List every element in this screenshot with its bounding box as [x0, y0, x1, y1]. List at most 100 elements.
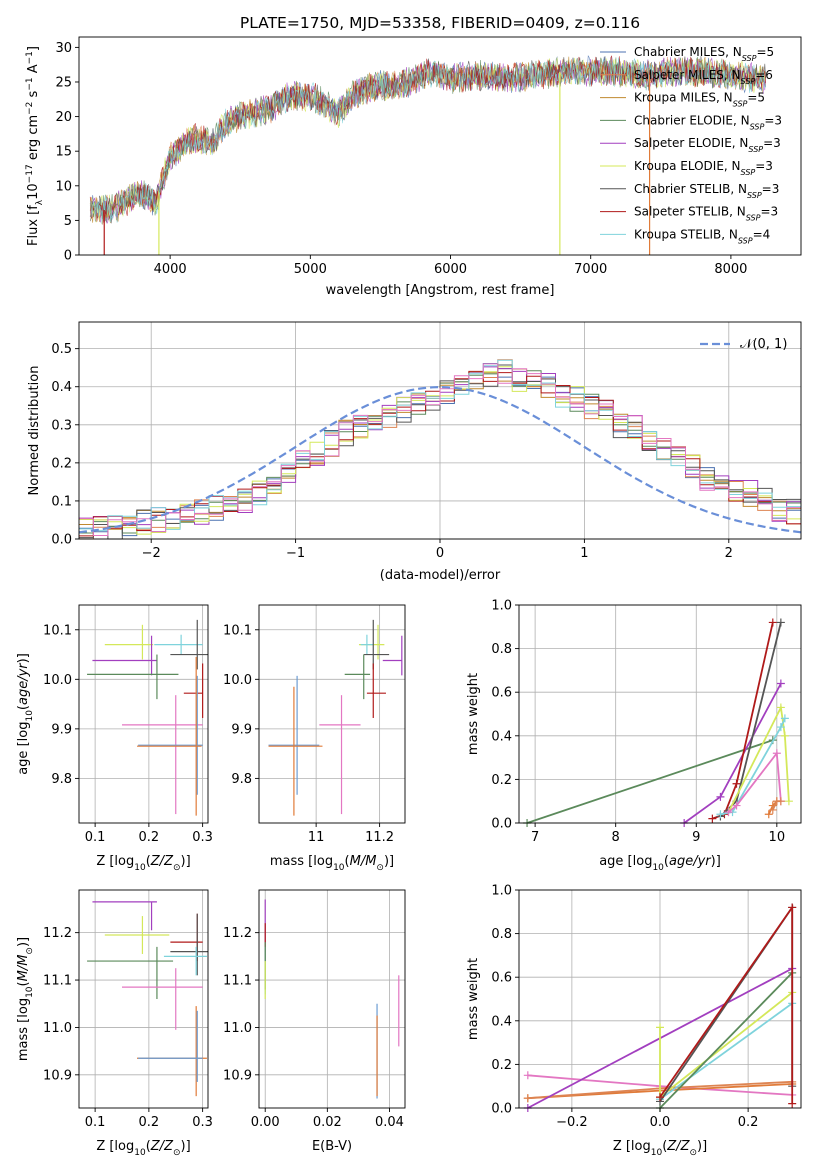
weight-marker — [716, 792, 725, 801]
y-tick-label: 30 — [55, 41, 72, 56]
x-tick-label: 9 — [692, 830, 700, 845]
histogram-step — [79, 363, 801, 536]
weight-marker — [708, 814, 717, 823]
weight-marker — [768, 618, 777, 627]
x-tick-label: 0.3 — [192, 830, 213, 845]
age-vs-mass-panel: 11 11.2 9.8 9.9 10.0 10.1 mass [log10(M/M⊙)] — [223, 604, 406, 873]
y-tick-label: 0.3 — [51, 418, 72, 433]
weight-marker — [776, 618, 785, 627]
x-tick-label: 8 — [612, 830, 620, 845]
mass-vs-metallicity-panel: 0.1 0.2 0.3 10.9 11.0 11.1 11.2 Z [log10(Z/Z⊙)]… — [16, 889, 213, 1158]
y-tick-label: 11.2 — [43, 926, 72, 941]
x-tick-label: 11 — [308, 830, 325, 845]
weight-marker — [656, 1023, 664, 1032]
axes-frame — [518, 604, 802, 824]
y-tick-label: 0.4 — [491, 729, 512, 744]
legend-label: Kroupa MILES, NSSP=5 — [634, 91, 765, 109]
x-tick-label: 8000 — [714, 262, 747, 277]
x-tick-label: 7 — [531, 830, 539, 845]
y-tick-label: 9.8 — [51, 772, 72, 787]
y-tick-label: 0.4 — [491, 1014, 512, 1029]
y-tick-label: 11.0 — [223, 1021, 252, 1036]
weight-marker — [780, 731, 789, 740]
y-tick-label: 10.0 — [43, 673, 72, 688]
weight-marker — [776, 797, 785, 806]
y-tick-label: 0.0 — [491, 1102, 512, 1117]
legend-label: Salpeter ELODIE, NSSP=3 — [634, 136, 781, 154]
x-tick-label: 2 — [725, 546, 733, 561]
axes-frame — [258, 604, 406, 824]
legend-label: Chabrier MILES, NSSP=5 — [634, 45, 774, 63]
x-tick-label: 0.02 — [313, 1115, 342, 1130]
x-axis-label: wavelength [Angstrom, rest frame] — [326, 283, 555, 298]
y-tick-label: 11.0 — [43, 1021, 72, 1036]
x-tick-label: 1 — [580, 546, 588, 561]
axes-frame — [258, 889, 406, 1109]
x-axis-label: Z [log10(Z/Z⊙)] — [96, 854, 190, 873]
y-tick-label: 11.1 — [223, 974, 252, 989]
x-axis-label: E(B-V) — [312, 1139, 352, 1154]
y-tick-label: 0.0 — [491, 817, 512, 832]
x-tick-label: 0.2 — [139, 830, 160, 845]
x-tick-label: 0.2 — [738, 1115, 759, 1130]
y-tick-label: 10.0 — [223, 673, 252, 688]
normal-curve — [78, 385, 802, 534]
weight-marker — [776, 723, 785, 732]
legend-label: Salpeter STELIB, NSSP=3 — [634, 205, 778, 223]
y-tick-label: 0.2 — [491, 1058, 512, 1073]
spectrum-panel: 4000 5000 6000 7000 8000 0 5 10 15 20 25 30 waveleng… — [25, 36, 802, 298]
y-tick-label: 9.9 — [231, 722, 252, 737]
weight-line — [526, 739, 774, 824]
x-axis-label: age [log10(age/yr)] — [599, 854, 721, 873]
y-tick-label: 0.4 — [51, 380, 72, 395]
legend-label: Chabrier STELIB, NSSP=3 — [634, 182, 779, 200]
weight-marker — [776, 679, 785, 688]
residuals-panel: −2 −1 0 1 2 0.0 0.1 0.2 0.3 0.4 0.5 (data-model)/er… — [27, 321, 802, 583]
y-tick-label: 0.0 — [51, 533, 72, 548]
x-tick-label: 7000 — [574, 262, 607, 277]
x-tick-label: 0.1 — [85, 1115, 106, 1130]
x-axis-label: (data-model)/error — [380, 568, 501, 583]
y-tick-label: 10 — [55, 179, 72, 194]
x-tick-label: 0.3 — [192, 1115, 213, 1130]
x-tick-label: 4000 — [154, 262, 187, 277]
axes-frame — [78, 889, 209, 1109]
x-tick-label: 0.1 — [85, 830, 106, 845]
age-vs-metallicity-panel: 0.1 0.2 0.3 9.8 9.9 10.0 10.1 Z [log10(Z/Z⊙)] ag… — [16, 604, 213, 873]
legend-label: Kroupa ELODIE, NSSP=3 — [634, 159, 773, 177]
y-tick-label: 10.1 — [223, 623, 252, 638]
weight-line — [712, 622, 774, 820]
y-tick-label: 0.5 — [51, 342, 72, 357]
y-tick-label: 10.9 — [223, 1068, 252, 1083]
weight-marker — [788, 903, 797, 912]
x-tick-label: 0.00 — [251, 1115, 280, 1130]
weight-marker — [764, 810, 773, 819]
y-tick-label: 10.9 — [43, 1068, 72, 1083]
x-tick-label: 5000 — [294, 262, 327, 277]
y-tick-label: 5 — [64, 214, 72, 229]
x-tick-label: 6000 — [434, 262, 467, 277]
y-axis-label: Flux [fλ10−17 erg cm−2 s−1 A−1] — [25, 46, 45, 246]
x-tick-label: −0.2 — [556, 1115, 588, 1130]
y-tick-label: 11.2 — [223, 926, 252, 941]
x-tick-label: −2 — [142, 546, 161, 561]
axes-frame — [78, 36, 802, 256]
y-tick-label: 0 — [64, 249, 72, 264]
y-tick-label: 0.2 — [491, 773, 512, 788]
y-tick-label: 9.9 — [51, 722, 72, 737]
legend-label: Salpeter MILES, NSSP=6 — [634, 68, 773, 86]
x-tick-label: 11.2 — [365, 830, 394, 845]
x-tick-label: 0 — [436, 546, 444, 561]
mass-vs-ebv-panel: 0.00 0.02 0.04 10.9 11.0 11.1 11.2 E(B-V) — [223, 889, 406, 1154]
y-tick-label: 20 — [55, 110, 72, 125]
legend-label: Chabrier ELODIE, NSSP=3 — [634, 113, 782, 130]
weight-marker — [732, 779, 741, 788]
y-tick-label: 0.6 — [491, 971, 512, 986]
weight-marker — [724, 808, 733, 817]
weight-marker — [768, 805, 777, 814]
weight-line — [659, 972, 793, 1109]
weight-line — [727, 750, 782, 813]
y-tick-label: 11.1 — [43, 974, 72, 989]
y-tick-label: 0.8 — [491, 927, 512, 942]
weight-marker — [780, 714, 789, 723]
